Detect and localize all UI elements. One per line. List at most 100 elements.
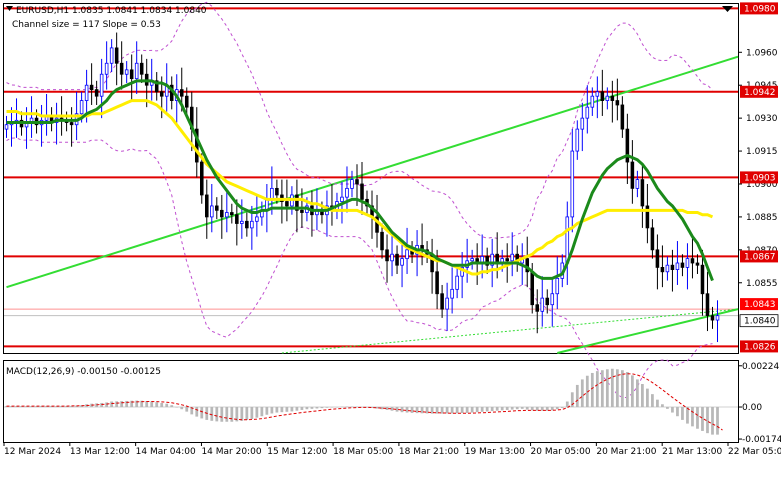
level-tag-label: 1.0826	[744, 342, 776, 352]
macd-bar	[420, 407, 424, 414]
macd-bar	[585, 375, 589, 408]
candle	[89, 63, 94, 105]
candle-body	[615, 100, 620, 106]
candle-body	[390, 253, 394, 262]
candle-body	[555, 277, 560, 295]
macd-bar	[535, 407, 539, 411]
candle-body	[295, 194, 299, 211]
candle-body	[89, 84, 94, 91]
candle-body	[285, 201, 289, 207]
candle-body	[470, 258, 474, 262]
macd-bar	[155, 402, 159, 408]
candle-body	[680, 262, 685, 268]
macd-bar	[340, 406, 344, 408]
macd-bar	[170, 405, 174, 408]
macd-bar	[335, 407, 339, 408]
candle	[450, 267, 454, 314]
candle-body	[154, 80, 159, 93]
candle-body	[345, 187, 349, 198]
candle-body	[270, 187, 274, 200]
candle	[580, 102, 585, 152]
macd-bar	[430, 407, 434, 414]
candle-body	[685, 258, 690, 268]
candle-body	[4, 124, 9, 130]
macd-bar	[505, 407, 509, 410]
candle	[585, 85, 590, 134]
macd-bar	[510, 407, 514, 410]
candle-body	[585, 106, 590, 119]
candle	[124, 61, 129, 84]
macd-bar	[530, 407, 534, 411]
macd-bar	[360, 407, 364, 408]
macd-bar	[540, 407, 544, 411]
candle-body	[380, 231, 384, 251]
macd-bar	[145, 401, 149, 408]
scroll-arrow-icon[interactable]	[722, 6, 733, 12]
candle-body	[139, 62, 144, 75]
macd-bar	[550, 407, 554, 411]
x-tick-label: 19 Mar 13:00	[465, 447, 525, 457]
macd-bar	[445, 407, 449, 414]
macd-bar	[135, 400, 139, 408]
level-tag-label: 1.0867	[744, 252, 776, 262]
ema-slow-line	[6, 99, 714, 276]
candle-body	[114, 47, 119, 64]
candle	[640, 164, 645, 228]
candle-body	[385, 249, 389, 262]
candle-body	[84, 84, 89, 101]
level-tag	[740, 85, 778, 98]
macd-bar	[270, 407, 274, 414]
candle-body	[670, 264, 675, 270]
candle-body	[199, 161, 204, 196]
macd-bar	[706, 407, 709, 434]
macd-bar	[285, 407, 289, 412]
x-tick-label: 20 Mar 21:00	[596, 447, 656, 457]
macd-bar	[475, 407, 479, 413]
macd-bar	[185, 407, 189, 412]
y-tick-label: 1.0930	[746, 114, 778, 124]
price-pane	[3, 3, 739, 354]
candle	[700, 249, 705, 316]
candle	[625, 113, 630, 184]
macd-bar	[120, 401, 124, 408]
price-tag	[739, 314, 779, 328]
macd-bar	[235, 407, 239, 422]
macd-bar	[711, 407, 714, 435]
macd-bar	[676, 407, 679, 417]
macd-bar	[355, 406, 359, 408]
candle-body	[240, 220, 244, 224]
macd-bar	[220, 407, 224, 422]
candle-body	[660, 266, 665, 273]
macd-bar	[165, 403, 169, 408]
macd-bar	[250, 407, 254, 419]
macd-tick-label: 0.00	[742, 403, 762, 413]
candle-body	[510, 253, 514, 262]
candle-body	[640, 179, 645, 207]
macd-bar	[631, 375, 634, 408]
candle	[119, 41, 124, 90]
macd-bar	[225, 407, 229, 422]
candle-body	[570, 150, 575, 218]
candle-body	[395, 253, 399, 266]
candle	[350, 170, 354, 198]
candle-body	[505, 258, 509, 262]
candle-body	[124, 69, 129, 75]
candle-body	[545, 297, 550, 306]
candle	[245, 212, 249, 237]
candle-body	[535, 304, 540, 312]
macd-bar	[656, 399, 659, 408]
candle	[360, 162, 364, 215]
candle-body	[600, 91, 605, 101]
macd-bar	[125, 400, 129, 408]
macd-bar	[400, 407, 404, 413]
macd-bar	[110, 401, 114, 408]
candle	[390, 232, 394, 277]
candle	[510, 232, 514, 277]
collapse-triangle-icon[interactable]	[6, 6, 13, 11]
macd-bar	[671, 407, 674, 413]
macd-bar	[500, 407, 504, 411]
candle	[235, 199, 239, 246]
candle-body	[705, 293, 710, 317]
candle	[610, 80, 615, 123]
candle	[205, 179, 209, 239]
